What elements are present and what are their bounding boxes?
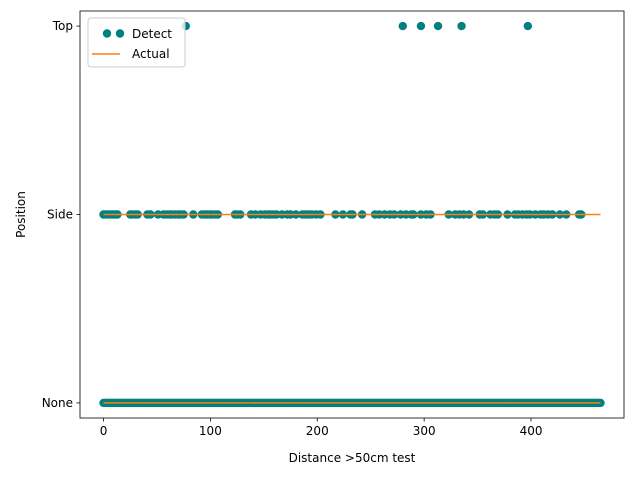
legend: Detect Actual (87, 17, 186, 68)
legend-actual-label: Actual (132, 47, 170, 61)
detect-point (523, 21, 533, 31)
y-tick-label: None (42, 396, 73, 410)
detect-point (416, 21, 426, 31)
detect-point (433, 21, 443, 31)
x-tick-label: 0 (100, 424, 108, 438)
x-axis-label: Distance >50cm test (289, 451, 416, 465)
series-layer (99, 21, 605, 408)
legend-detect-label: Detect (132, 27, 172, 41)
y-axis-ticks: None Side Top (42, 19, 80, 410)
x-tick-label: 200 (306, 424, 329, 438)
x-tick-label: 300 (413, 424, 436, 438)
x-tick-label: 400 (520, 424, 543, 438)
y-axis-label: Position (14, 191, 28, 238)
y-tick-label: Side (47, 208, 73, 222)
legend-detect-marker (115, 29, 125, 38)
y-tick-label: Top (52, 19, 73, 33)
x-axis-ticks: 0 100 200 300 400 (100, 418, 543, 438)
x-tick-label: 100 (199, 424, 222, 438)
legend-detect-marker (102, 29, 112, 38)
detect-point (398, 21, 407, 31)
detect-point (457, 21, 466, 31)
